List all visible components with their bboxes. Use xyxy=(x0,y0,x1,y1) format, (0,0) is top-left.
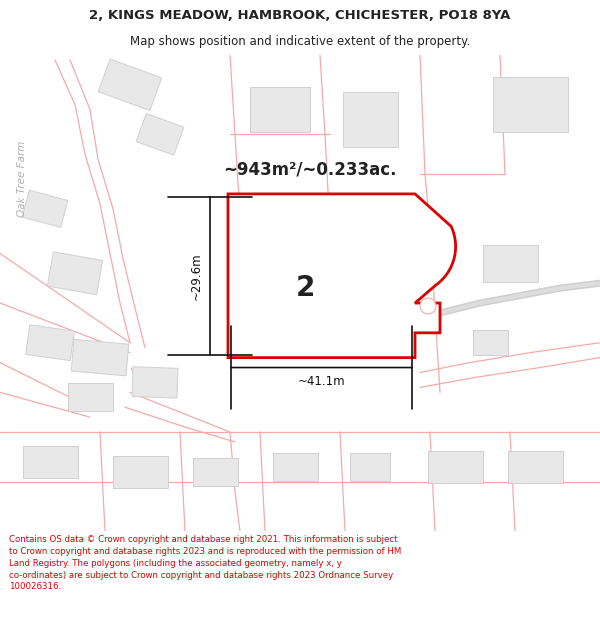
Text: ~41.1m: ~41.1m xyxy=(298,375,346,388)
Polygon shape xyxy=(343,92,398,147)
Text: Oak Tree Farm: Oak Tree Farm xyxy=(17,141,27,218)
Polygon shape xyxy=(250,88,310,132)
Text: 2, KINGS MEADOW, HAMBROOK, CHICHESTER, PO18 8YA: 2, KINGS MEADOW, HAMBROOK, CHICHESTER, P… xyxy=(89,9,511,22)
Polygon shape xyxy=(26,325,74,361)
Text: 2: 2 xyxy=(295,274,314,302)
Polygon shape xyxy=(47,252,103,295)
Polygon shape xyxy=(272,453,317,481)
Text: Contains OS data © Crown copyright and database right 2021. This information is : Contains OS data © Crown copyright and d… xyxy=(9,535,401,591)
Polygon shape xyxy=(136,114,184,155)
Polygon shape xyxy=(235,273,301,342)
Polygon shape xyxy=(67,383,113,411)
Polygon shape xyxy=(71,339,129,376)
Polygon shape xyxy=(482,244,538,282)
Text: Map shows position and indicative extent of the property.: Map shows position and indicative extent… xyxy=(130,35,470,48)
Polygon shape xyxy=(493,78,568,132)
Polygon shape xyxy=(427,451,482,482)
Polygon shape xyxy=(113,456,167,488)
Text: ~943m²/~0.233ac.: ~943m²/~0.233ac. xyxy=(223,160,397,178)
Polygon shape xyxy=(193,458,238,486)
Polygon shape xyxy=(132,367,178,398)
Circle shape xyxy=(420,298,436,314)
Polygon shape xyxy=(23,446,77,478)
Polygon shape xyxy=(508,451,563,482)
Polygon shape xyxy=(228,194,455,358)
Polygon shape xyxy=(98,59,162,111)
Polygon shape xyxy=(350,453,390,481)
Text: ~29.6m: ~29.6m xyxy=(190,252,203,299)
Polygon shape xyxy=(473,331,508,355)
Polygon shape xyxy=(22,190,68,228)
